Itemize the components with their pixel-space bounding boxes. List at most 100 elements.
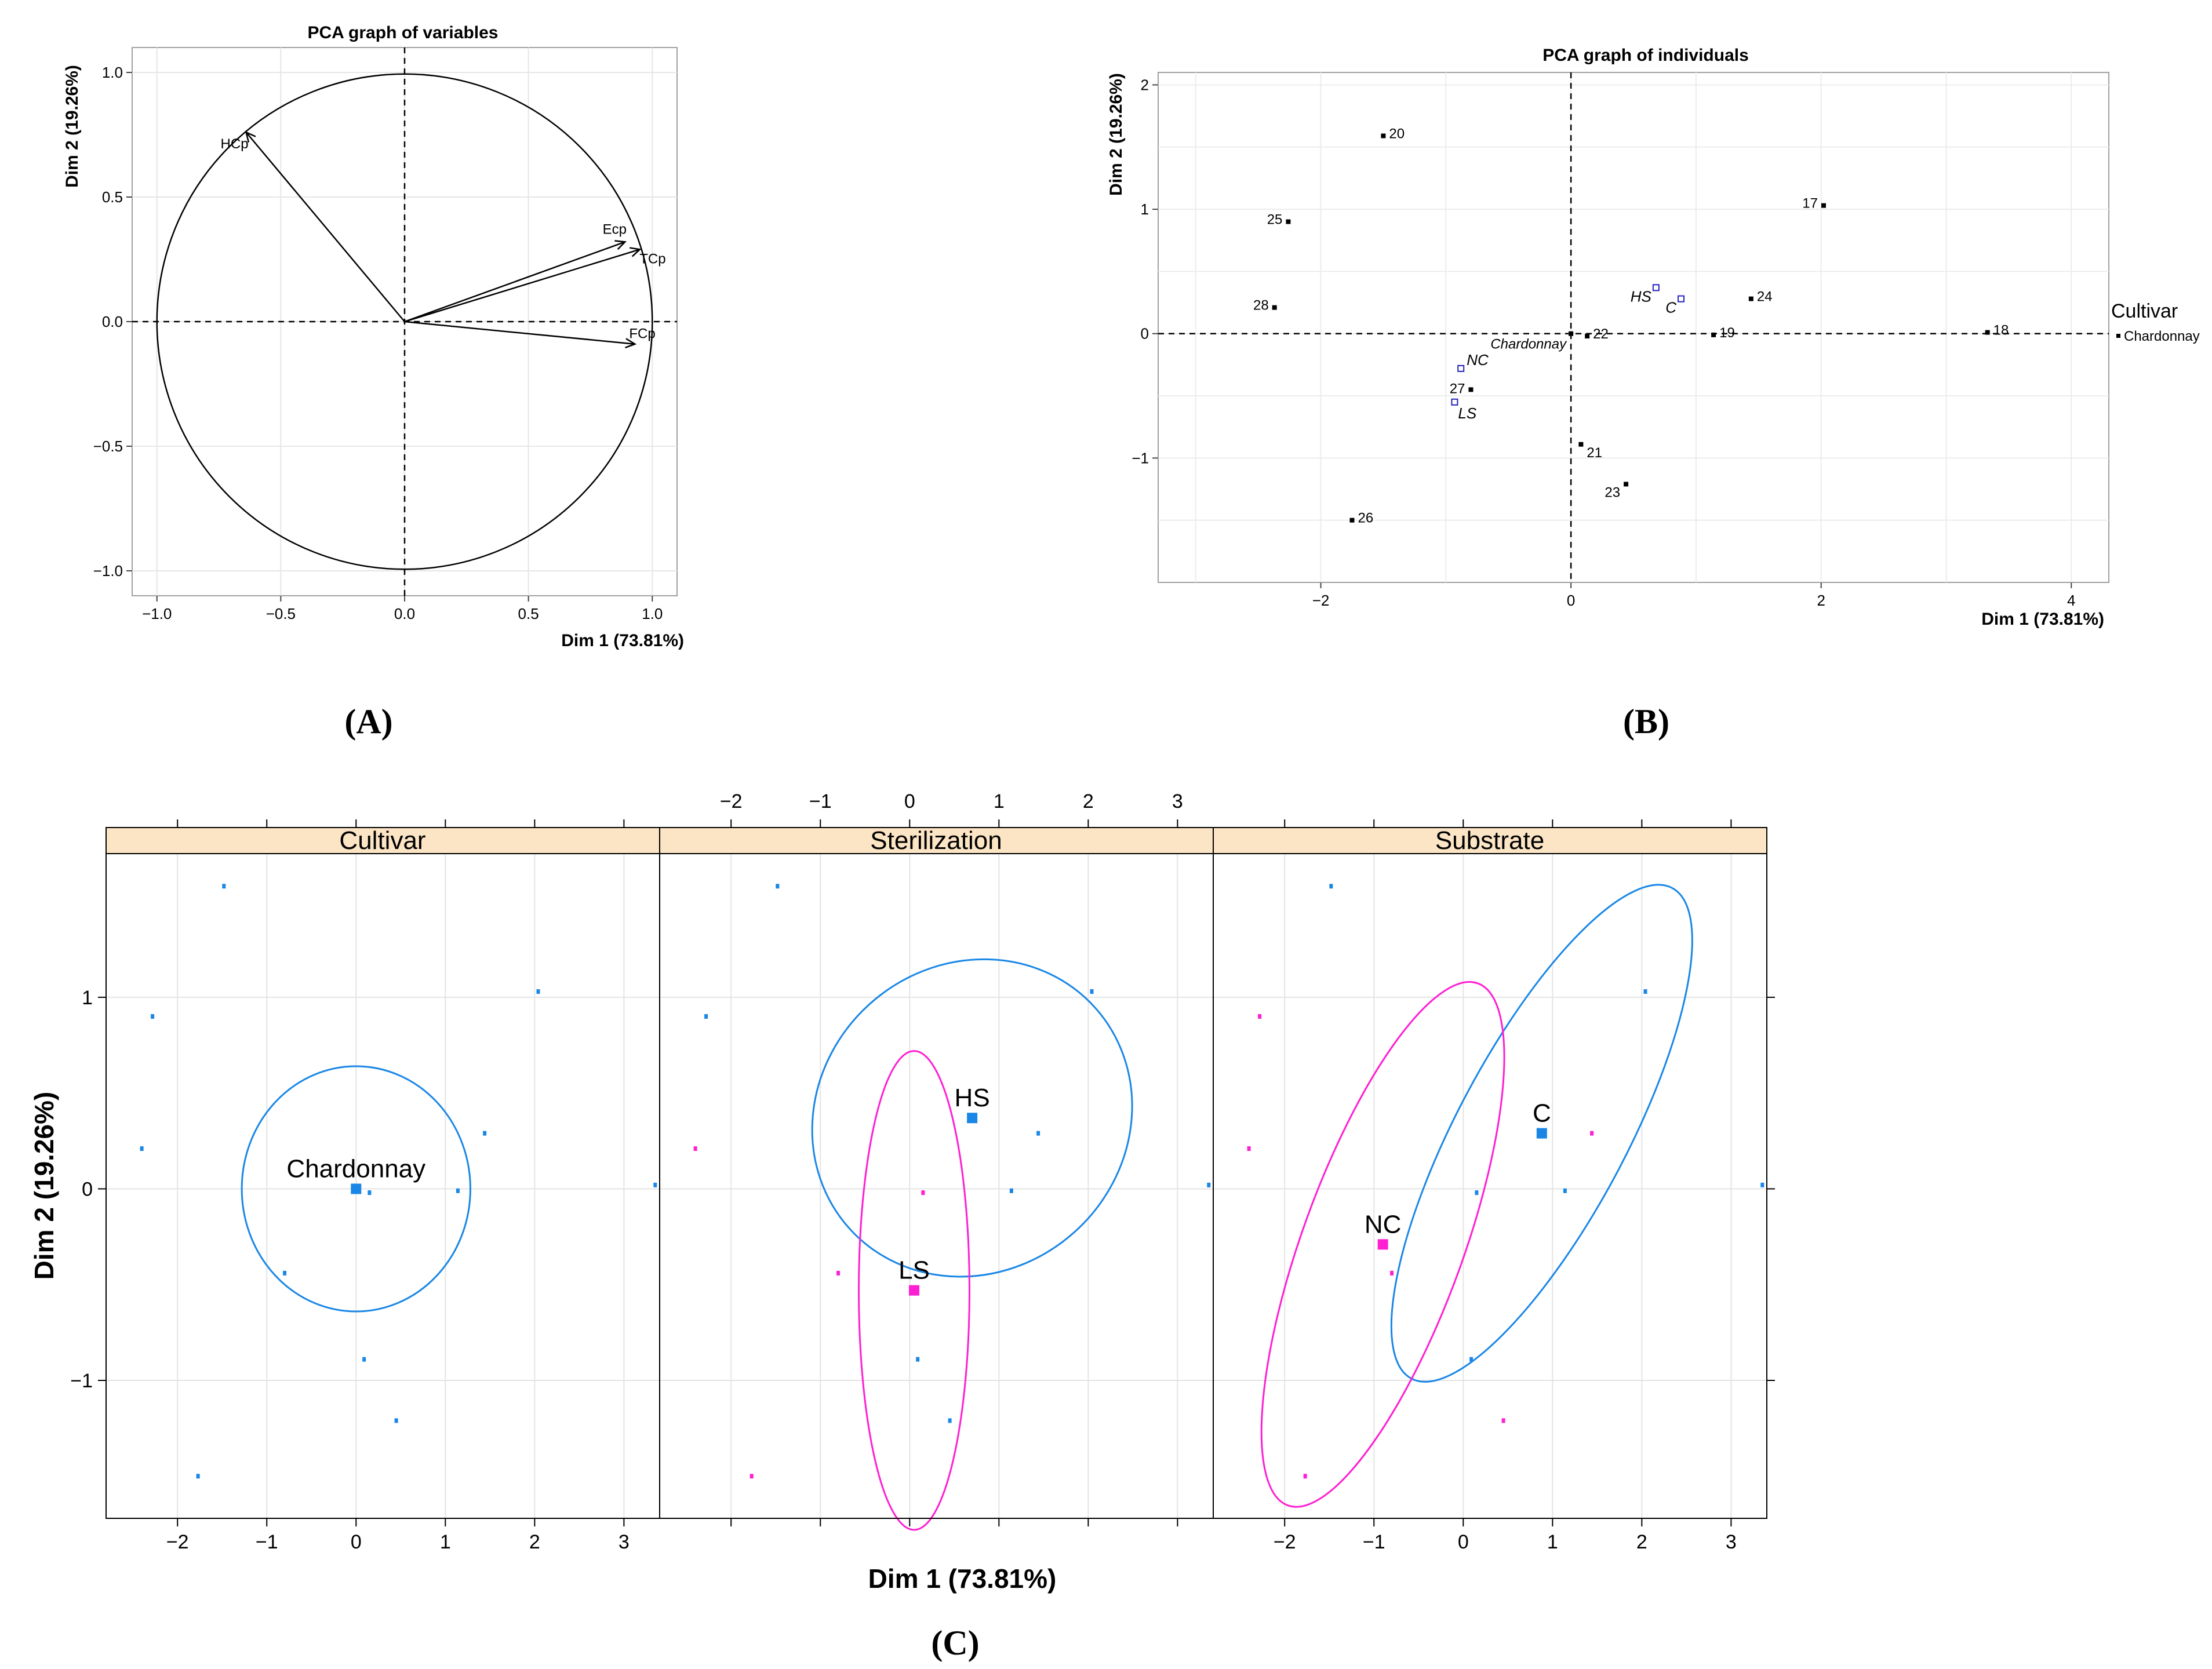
panel-b-title: PCA graph of individuals: [1542, 46, 1749, 65]
panel-a-x-axis-label: Dim 1 (73.81%): [561, 631, 684, 650]
panel-c-point-ls: [921, 1190, 925, 1196]
panel-a: −1.0 −0.5 0.0 0.5 1.0 −1.0 −0.5 0.0 0.5 1.0 HCp Ec…: [63, 23, 684, 741]
panel-b-point-25: [1286, 219, 1291, 224]
panel-b-point-28: [1272, 305, 1277, 310]
panel-c-ellipse-hs: [811, 958, 1133, 1278]
panel-b-point-label-28: 28: [1253, 298, 1269, 314]
panel-b-point-label-18: 18: [1993, 323, 2009, 338]
panel-a-content: HCp Ecp TCp FCp: [132, 48, 677, 596]
panel-c-point-chardonnay: [140, 1146, 144, 1151]
panel-c-x-axis-label: Dim 1 (73.81%): [868, 1564, 1057, 1594]
panel-b-point-22: [1585, 334, 1590, 339]
panel-b-point-21: [1578, 442, 1584, 447]
panel-c-point-hs: [1009, 1188, 1013, 1193]
panel-a-arrowhead-fcp: [625, 338, 637, 349]
panel-a-x-tick-label: 0.0: [394, 605, 415, 622]
panel-c-y-tick-label: 0: [82, 1178, 93, 1200]
strip-cultivar: [105, 827, 660, 854]
panel-b-supp-point-hs: [1652, 284, 1660, 291]
panel-b-point-label-19: 19: [1719, 325, 1735, 341]
panel-c-group-label-nc: NC: [1365, 1210, 1402, 1238]
panel-c-label: (C): [931, 1624, 979, 1662]
panel-c-x-tick-label-top: 0: [904, 790, 915, 812]
panel-c-center-nc: [1377, 1239, 1388, 1250]
panel-c-x-tick-label: 1: [1547, 1531, 1558, 1553]
panel-b-supp-label-c: C: [1665, 299, 1676, 316]
panel-a-y-axis-label: Dim 2 (19.26%): [63, 65, 82, 188]
panel-a-x-tick-label: 0.5: [518, 605, 539, 622]
panel-c-point-nc: [1247, 1146, 1251, 1151]
panel-c-group-label-ls: LS: [898, 1256, 930, 1285]
panel-a-arrow-tcp: [404, 249, 641, 323]
panel-c-y-axis-label: Dim 2 (19.26%): [29, 1092, 59, 1280]
panel-b-y-tick-label: 1: [1141, 201, 1149, 218]
panel-c: −2 −1 0 1 2 3 −2 −1 0 1 2 3 −2 −1 0 1 2 3 −1 0 1 Chardonnay H…: [29, 790, 1775, 1662]
panel-c-sterilization-frame: [659, 853, 1214, 1519]
panel-c-x-tick-label: 0: [351, 1531, 362, 1553]
panel-c-x-tick-label: 0: [1458, 1531, 1469, 1553]
panel-c-x-tick-label: −1: [1363, 1531, 1385, 1553]
panel-c-x-tick-label: 3: [619, 1531, 630, 1553]
panel-b-supp-point-nc: [1457, 365, 1465, 372]
panel-c-center-hs: [967, 1113, 978, 1124]
panel-c-point-ls: [836, 1270, 841, 1276]
panel-c-x-tick-label: −1: [256, 1531, 278, 1553]
panel-c-center-chardonnay: [351, 1183, 362, 1194]
panel-c-point-chardonnay: [151, 1014, 155, 1019]
panel-a-arrowhead-tcp: [629, 247, 642, 257]
panel-a-title: PCA graph of variables: [308, 23, 499, 42]
panel-c-ellipse-nc: [1260, 981, 1505, 1508]
panel-c-point-nc: [1390, 1270, 1394, 1276]
panel-a-x-tick-label: 1.0: [642, 605, 663, 622]
panel-b-label: (B): [1623, 702, 1669, 741]
strip-label-cultivar: Cultivar: [339, 826, 425, 855]
panel-c-point-chardonnay: [394, 1418, 398, 1423]
panel-c-ellipse-ls: [857, 1049, 970, 1531]
strip-label-sterilization: Sterilization: [870, 826, 1002, 855]
panel-b-x-tick-label: 2: [1817, 592, 1825, 609]
panel-c-x-tick-label: 2: [1636, 1531, 1647, 1553]
panel-a-arrow-hcp: [245, 132, 405, 322]
panel-b-x-tick-label: 4: [2067, 592, 2075, 609]
panel-c-ellipse-chardonnay: [241, 1065, 471, 1313]
panel-b-point-23: [1624, 482, 1629, 487]
panel-c-point-hs: [1036, 1131, 1040, 1136]
panel-c-y-tick-label: −1: [70, 1370, 93, 1392]
panel-c-point-c: [1469, 1357, 1474, 1362]
panel-c-point-c: [1563, 1188, 1567, 1193]
panel-c-group-label-c: C: [1533, 1099, 1551, 1128]
panel-c-x-tick-label: −2: [166, 1531, 189, 1553]
panel-b-legend-marker: [2116, 334, 2120, 338]
panel-c-point-chardonnay: [222, 884, 226, 889]
panel-c-point-chardonnay: [368, 1190, 372, 1196]
panel-c-point-nc: [1258, 1014, 1262, 1019]
panel-b-supp-point-ls: [1451, 398, 1458, 406]
panel-c-point-hs: [1090, 989, 1094, 994]
panel-c-point-chardonnay: [456, 1188, 460, 1193]
panel-c-y-tick-label: 1: [82, 987, 93, 1009]
panel-a-x-tick-label: −0.5: [266, 605, 296, 622]
panel-c-point-chardonnay: [283, 1270, 287, 1276]
panel-c-cultivar-frame: [105, 853, 660, 1519]
panel-c-point-chardonnay: [483, 1131, 487, 1136]
panel-c-point-c: [1643, 989, 1647, 994]
panel-a-label: (A): [344, 702, 392, 741]
panel-c-content: Chardonnay HS LS C NC: [140, 884, 1764, 1531]
strip-sterilization: [659, 827, 1214, 854]
panel-c-x-tick-label-top: −1: [809, 790, 832, 812]
panel-a-y-tick-label: 1.0: [102, 64, 123, 81]
panel-b-supp-point-chardonnay: [1569, 331, 1574, 336]
panel-b-point-17: [1821, 203, 1826, 208]
panel-c-x-tick-label-top: 1: [994, 790, 1005, 812]
panel-b-y-tick-label: 0: [1141, 325, 1149, 342]
panel-c-point-hs: [948, 1418, 952, 1423]
panel-b-supp-label-nc: NC: [1467, 351, 1489, 369]
panel-a-arrowhead-ecp: [614, 240, 627, 250]
panel-c-point-hs: [776, 884, 780, 889]
panel-c-substrate-frame: [1213, 853, 1767, 1519]
panel-b-point-18: [1985, 330, 1990, 335]
panel-b-plot-frame: [1158, 72, 2109, 583]
